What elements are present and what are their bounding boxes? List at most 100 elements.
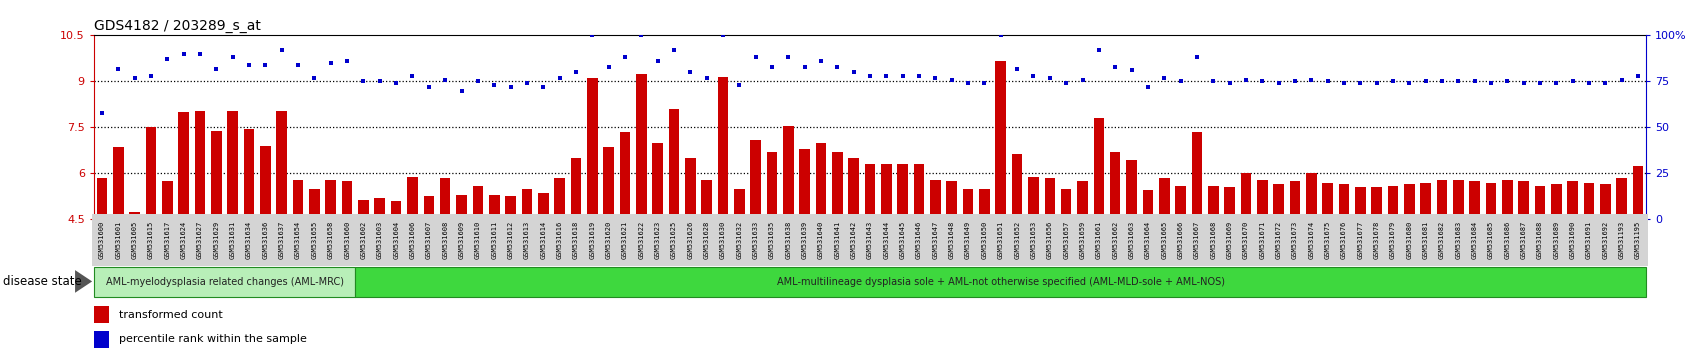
Text: GSM531671: GSM531671 xyxy=(1258,221,1265,259)
Text: GSM531644: GSM531644 xyxy=(883,221,888,259)
Point xyxy=(367,79,394,84)
Bar xyxy=(668,109,679,219)
Bar xyxy=(390,201,401,219)
Bar xyxy=(276,110,286,219)
Bar xyxy=(1485,183,1495,219)
Point xyxy=(1298,77,1325,82)
Text: GSM531651: GSM531651 xyxy=(997,221,1003,259)
Bar xyxy=(1272,184,1284,219)
Bar xyxy=(847,158,859,219)
Bar xyxy=(897,164,907,219)
Text: GSM531636: GSM531636 xyxy=(263,221,268,259)
Text: transformed count: transformed count xyxy=(119,310,223,320)
Point xyxy=(1263,80,1291,86)
Point xyxy=(1362,80,1390,86)
Text: GSM531611: GSM531611 xyxy=(491,221,496,259)
Bar xyxy=(962,189,974,219)
Point xyxy=(496,84,523,90)
Point xyxy=(138,73,165,79)
Bar xyxy=(1453,179,1463,219)
Point xyxy=(905,73,933,79)
Bar xyxy=(194,110,205,219)
Text: GSM531635: GSM531635 xyxy=(769,221,774,259)
Text: GSM531623: GSM531623 xyxy=(655,221,660,259)
Bar xyxy=(1436,179,1446,219)
Point xyxy=(774,55,801,60)
Text: GSM531691: GSM531691 xyxy=(1586,221,1591,259)
Bar xyxy=(1289,181,1299,219)
Text: GSM531621: GSM531621 xyxy=(622,221,627,259)
Point xyxy=(464,79,491,84)
Point xyxy=(1526,80,1553,86)
Text: GSM531666: GSM531666 xyxy=(1176,221,1183,259)
Point xyxy=(856,73,883,79)
Bar xyxy=(309,189,319,219)
Point xyxy=(692,75,720,81)
Text: GSM531652: GSM531652 xyxy=(1013,221,1020,259)
Point xyxy=(1134,84,1161,90)
Point xyxy=(414,84,442,90)
Bar xyxy=(685,158,696,219)
Point xyxy=(252,62,280,68)
Bar xyxy=(423,196,433,219)
Text: GSM531601: GSM531601 xyxy=(116,221,121,259)
Bar xyxy=(1321,183,1332,219)
Text: GSM531616: GSM531616 xyxy=(556,221,563,259)
Bar xyxy=(783,126,793,219)
Text: GSM531619: GSM531619 xyxy=(588,221,595,259)
Bar xyxy=(1420,183,1430,219)
Point xyxy=(1591,80,1618,86)
Text: percentile rank within the sample: percentile rank within the sample xyxy=(119,334,307,344)
Text: GSM531686: GSM531686 xyxy=(1504,221,1509,259)
Text: GSM531656: GSM531656 xyxy=(1047,221,1052,259)
Bar xyxy=(1616,178,1627,219)
Bar xyxy=(341,181,353,219)
Text: GSM531600: GSM531600 xyxy=(99,221,106,259)
Bar xyxy=(505,196,515,219)
Point xyxy=(839,69,866,75)
Bar xyxy=(94,331,109,348)
Bar xyxy=(569,158,581,219)
Bar xyxy=(355,267,1645,297)
Bar xyxy=(94,267,355,297)
Point xyxy=(921,75,948,81)
Point xyxy=(970,80,997,86)
Bar xyxy=(1632,166,1642,219)
Point xyxy=(987,33,1014,38)
Text: GSM531631: GSM531631 xyxy=(230,221,235,259)
Text: GSM531674: GSM531674 xyxy=(1308,221,1313,259)
Text: AML-myelodysplasia related changes (AML-MRC): AML-myelodysplasia related changes (AML-… xyxy=(106,277,343,287)
Text: disease state: disease state xyxy=(3,275,82,288)
Point xyxy=(759,64,786,69)
Point xyxy=(431,77,459,82)
Point xyxy=(350,79,377,84)
Text: GSM531630: GSM531630 xyxy=(720,221,726,259)
Bar xyxy=(407,177,418,219)
Point xyxy=(300,75,327,81)
Bar xyxy=(733,189,743,219)
Bar xyxy=(1207,186,1217,219)
Point xyxy=(1199,79,1226,84)
Point xyxy=(170,51,198,57)
Text: GSM531650: GSM531650 xyxy=(980,221,987,259)
Bar xyxy=(293,179,303,219)
Bar xyxy=(375,198,385,219)
Bar xyxy=(996,62,1006,219)
Point xyxy=(1231,77,1258,82)
Text: GSM531614: GSM531614 xyxy=(540,221,546,259)
Point xyxy=(546,75,573,81)
Text: GSM531657: GSM531657 xyxy=(1062,221,1069,259)
Text: GSM531602: GSM531602 xyxy=(360,221,367,259)
Text: GSM531663: GSM531663 xyxy=(1129,221,1134,259)
Bar xyxy=(1158,178,1170,219)
Point xyxy=(1313,79,1340,84)
Text: GSM531690: GSM531690 xyxy=(1569,221,1575,259)
Bar xyxy=(1110,152,1120,219)
Text: GSM531625: GSM531625 xyxy=(670,221,677,259)
Text: GSM531612: GSM531612 xyxy=(508,221,513,259)
Point xyxy=(89,110,116,115)
Text: GSM531680: GSM531680 xyxy=(1405,221,1412,259)
Point xyxy=(806,58,834,64)
Bar xyxy=(1306,173,1316,219)
Text: GSM531643: GSM531643 xyxy=(866,221,873,259)
